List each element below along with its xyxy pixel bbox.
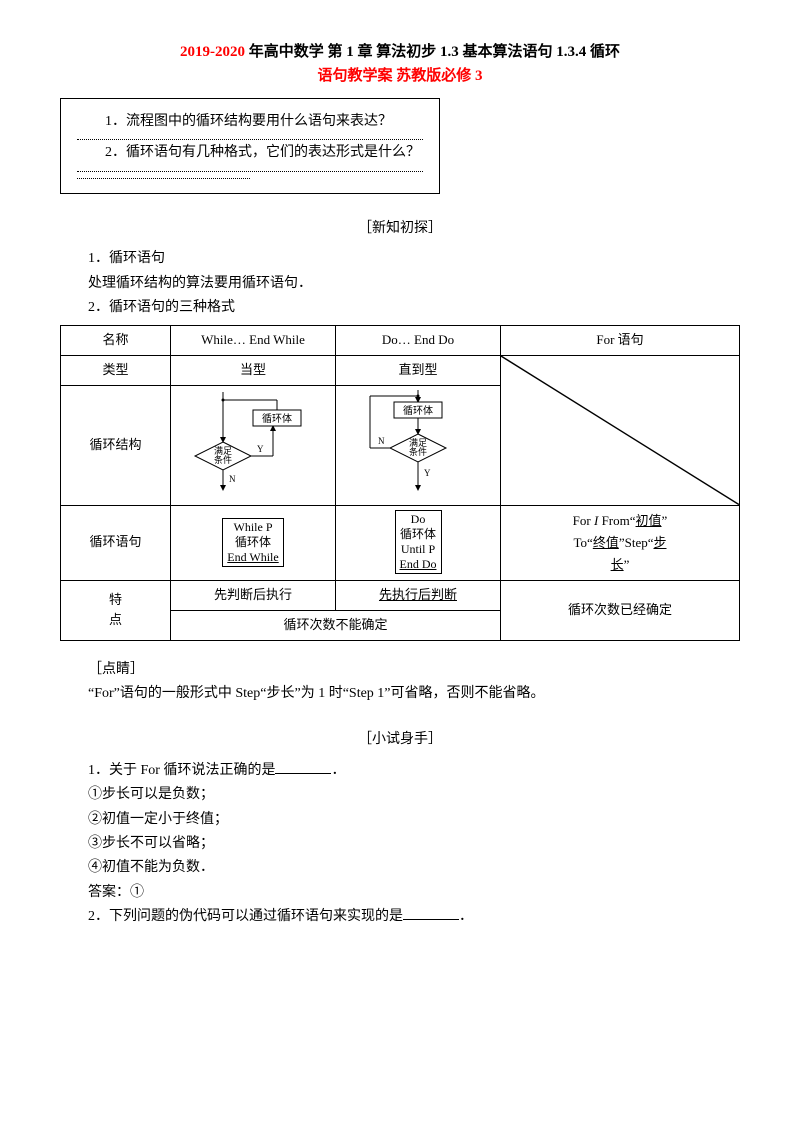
loop-table: 名称 While… End While Do… End Do For 语句 类型…: [60, 325, 740, 640]
for-text: For: [573, 513, 594, 528]
ex2-question: 2．下列问题的伪代码可以通过循环语句来实现的是 ．: [60, 906, 740, 928]
row-type-label: 类型: [61, 356, 171, 386]
ex1-option-4: ④初值不能为负数．: [60, 857, 740, 879]
code-line: Do: [411, 512, 426, 526]
title-black: 年高中数学 第 1 章 算法初步 1.3 基本算法语句 1.3.4 循环: [245, 44, 620, 60]
question-1: 1．流程图中的循环结构要用什么语句来表达？: [77, 111, 423, 133]
for-text: ”: [624, 557, 630, 572]
svg-text:条件: 条件: [214, 454, 232, 465]
table-row: 名称 While… End While Do… End Do For 语句: [61, 326, 740, 356]
section-heading-2: ［小试身手］: [60, 729, 740, 751]
code-line: 循环体: [400, 527, 436, 541]
for-text: ”: [662, 513, 668, 528]
title-red: 2019-2020: [180, 44, 245, 60]
code-line: 循环体: [235, 535, 271, 549]
ex1-option-2: ②初值一定小于终值；: [60, 809, 740, 831]
for-text: To“: [574, 535, 593, 550]
row-stmt-label: 循环语句: [61, 505, 171, 580]
th-do: Do… End Do: [336, 326, 501, 356]
table-row: 循环语句 While P 循环体 End While Do 循环体 Until …: [61, 505, 740, 580]
code-box-while: While P 循环体 End While: [222, 518, 283, 567]
blank-line: [403, 906, 459, 920]
svg-text:Y: Y: [424, 468, 431, 478]
row-stmt-do: Do 循环体 Until P End Do: [336, 505, 501, 580]
th-name: 名称: [61, 326, 171, 356]
ex1-answer: 答案：①: [60, 882, 740, 904]
question-box: 1．流程图中的循环结构要用什么语句来表达？ 2．循环语句有几种格式，它们的表达形…: [60, 98, 440, 194]
diagonal-cell: [501, 356, 740, 506]
row-type-while: 当型: [171, 356, 336, 386]
dotted-line: [77, 171, 423, 172]
doc-title-line2: 语句教学案 苏教版必修 3: [60, 64, 740, 88]
intro-p1: 1．循环语句: [60, 248, 740, 270]
for-text: ”Step“: [619, 535, 654, 550]
feat-do-text: 先执行后判断: [379, 587, 457, 602]
answer-value: ①: [130, 885, 144, 900]
code-line: While P: [234, 520, 273, 534]
feat-for: 循环次数已经确定: [501, 581, 740, 641]
for-step: 步: [653, 535, 666, 550]
period: ．: [331, 763, 345, 778]
feat-while: 先判断后执行: [171, 581, 336, 611]
for-step2: 长: [611, 557, 624, 572]
ex1-question: 1．关于 For 循环说法正确的是 ．: [60, 760, 740, 782]
code-line: Until P: [401, 542, 435, 556]
flowchart-while-icon: 满足 条件 Y 循环体 N: [183, 390, 323, 494]
code-box-do: Do 循环体 Until P End Do: [395, 510, 442, 574]
dotted-line-short: [77, 178, 250, 179]
ex1-q-text: 1．关于 For 循环说法正确的是: [88, 763, 275, 778]
table-row: 特 点 先判断后执行 先执行后判断 循环次数已经确定: [61, 581, 740, 611]
flow-while-cell: 满足 条件 Y 循环体 N: [171, 385, 336, 505]
blank-line: [275, 760, 331, 774]
answer-label: 答案：: [88, 885, 130, 900]
for-end: 终值: [593, 535, 619, 550]
svg-text:条件: 条件: [409, 446, 427, 457]
diagonal-line-icon: [501, 356, 739, 505]
row-stmt-for: For I From“初值” To“终值”Step“步 长”: [501, 505, 740, 580]
svg-text:N: N: [229, 474, 236, 484]
table-row: 类型 当型 直到型: [61, 356, 740, 386]
row-type-do: 直到型: [336, 356, 501, 386]
th-while: While… End While: [171, 326, 336, 356]
flowchart-do-icon: 循环体 满足 条件 N Y: [348, 390, 488, 494]
for-text: From“: [598, 513, 635, 528]
th-for: For 语句: [501, 326, 740, 356]
section-heading: ［新知初探］: [60, 218, 740, 240]
flow-do-cell: 循环体 满足 条件 N Y: [336, 385, 501, 505]
ex1-option-3: ③步长不可以省略；: [60, 833, 740, 855]
row-struct-label: 循环结构: [61, 385, 171, 505]
svg-text:循环体: 循环体: [262, 412, 292, 425]
note-label: ［点睛］: [60, 659, 740, 681]
feat-char: 点: [109, 612, 122, 627]
doc-title-line1: 2019-2020 年高中数学 第 1 章 算法初步 1.3 基本算法语句 1.…: [60, 40, 740, 64]
dotted-line: [77, 139, 423, 140]
for-init: 初值: [636, 513, 662, 528]
svg-text:N: N: [378, 436, 385, 446]
intro-p3: 2．循环语句的三种格式: [60, 297, 740, 319]
intro-p2: 处理循环结构的算法要用循环语句．: [60, 273, 740, 295]
ex1-option-1: ①步长可以是负数；: [60, 784, 740, 806]
feat-do: 先执行后判断: [336, 581, 501, 611]
code-line: End While: [227, 550, 278, 564]
row-stmt-while: While P 循环体 End While: [171, 505, 336, 580]
code-line: End Do: [400, 557, 437, 571]
svg-text:循环体: 循环体: [403, 404, 433, 417]
period: ．: [459, 909, 473, 924]
svg-text:Y: Y: [257, 444, 264, 454]
feat-merged: 循环次数不能确定: [171, 610, 501, 640]
note-text: “For”语句的一般形式中 Step“步长”为 1 时“Step 1”可省略，否…: [60, 683, 740, 705]
ex2-q-text: 2．下列问题的伪代码可以通过循环语句来实现的是: [88, 909, 403, 924]
row-feat-label: 特 点: [61, 581, 171, 641]
question-2: 2．循环语句有几种格式，它们的表达形式是什么？: [77, 142, 423, 164]
feat-char: 特: [109, 592, 122, 607]
